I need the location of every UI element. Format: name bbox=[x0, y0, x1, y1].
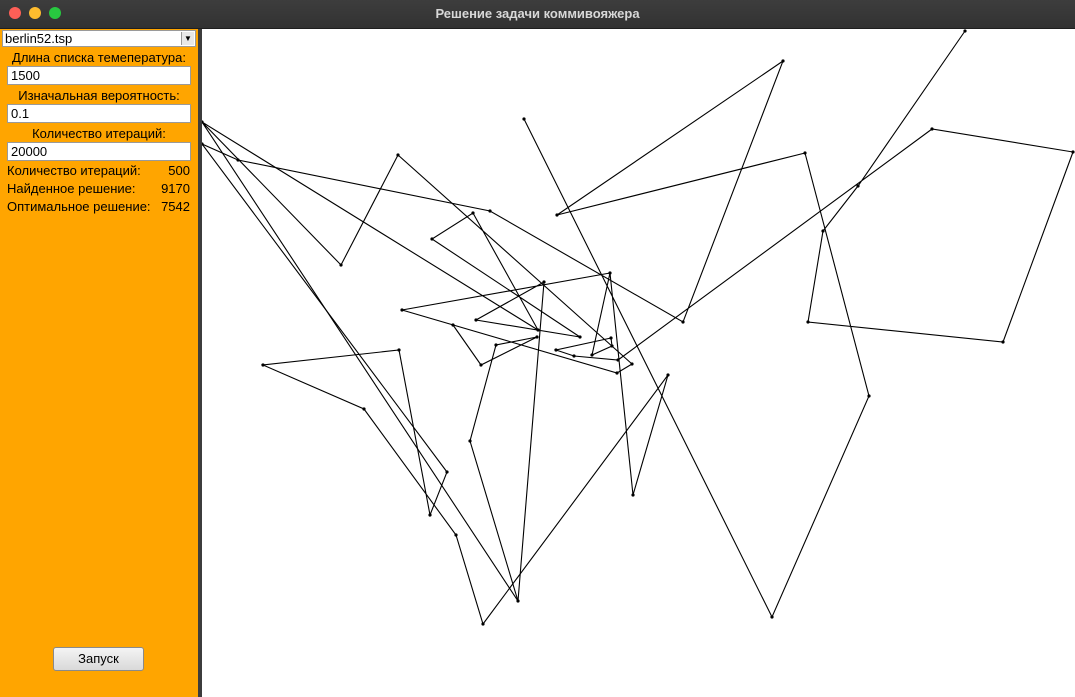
city-point bbox=[481, 622, 485, 626]
temp-list-label: Длина списка темепература: bbox=[12, 50, 186, 65]
iterations-label: Количество итераций: bbox=[32, 126, 166, 141]
city-point bbox=[428, 513, 432, 517]
city-point bbox=[608, 271, 612, 275]
maximize-window-button[interactable] bbox=[49, 7, 61, 19]
file-select[interactable]: berlin52.tsp ▼ bbox=[2, 30, 196, 47]
city-point bbox=[474, 318, 478, 322]
city-point bbox=[963, 29, 967, 33]
city-point bbox=[821, 229, 825, 233]
city-point bbox=[681, 320, 685, 324]
city-point bbox=[479, 363, 483, 367]
initial-prob-input[interactable]: 0.1 bbox=[7, 104, 191, 123]
initial-prob-label: Изначальная вероятность: bbox=[18, 88, 180, 103]
city-point bbox=[516, 599, 520, 603]
city-point bbox=[542, 280, 546, 284]
close-window-button[interactable] bbox=[9, 7, 21, 19]
stat-optimal-value: 7542 bbox=[161, 199, 190, 214]
city-point bbox=[451, 323, 455, 327]
stat-found-value: 9170 bbox=[161, 181, 190, 196]
city-point bbox=[630, 362, 634, 366]
city-point bbox=[536, 328, 540, 332]
city-point bbox=[1071, 150, 1075, 154]
title-bar: Решение задачи коммивояжера bbox=[0, 0, 1075, 29]
city-point bbox=[261, 363, 265, 367]
minimize-window-button[interactable] bbox=[29, 7, 41, 19]
city-point bbox=[578, 335, 582, 339]
city-point bbox=[397, 348, 401, 352]
city-point bbox=[202, 142, 204, 146]
city-point bbox=[339, 263, 343, 267]
city-point bbox=[616, 358, 620, 362]
city-point bbox=[430, 237, 434, 241]
chevron-down-icon[interactable]: ▼ bbox=[181, 32, 194, 45]
city-point bbox=[572, 354, 576, 358]
file-select-value: berlin52.tsp bbox=[5, 31, 73, 46]
panel-divider bbox=[198, 29, 202, 697]
run-button[interactable]: Запуск bbox=[53, 647, 144, 671]
city-point bbox=[666, 373, 670, 377]
city-point bbox=[781, 59, 785, 63]
city-point bbox=[631, 493, 635, 497]
city-point bbox=[488, 209, 492, 213]
stat-iterations-value: 500 bbox=[168, 163, 190, 178]
city-point bbox=[856, 184, 860, 188]
city-point bbox=[803, 151, 807, 155]
city-point bbox=[770, 615, 774, 619]
stat-iterations-label: Количество итераций: bbox=[7, 163, 141, 178]
city-point bbox=[535, 335, 539, 339]
city-point bbox=[615, 371, 619, 375]
route-canvas bbox=[202, 29, 1075, 697]
route-path-main bbox=[202, 30, 1074, 626]
route-plot bbox=[202, 29, 1075, 626]
stat-optimal-label: Оптимальное решение: bbox=[7, 199, 151, 214]
control-panel: berlin52.tsp ▼ Длина списка темепература… bbox=[0, 29, 198, 697]
city-point bbox=[236, 158, 240, 162]
city-point bbox=[555, 213, 559, 217]
city-point bbox=[806, 320, 810, 324]
city-point bbox=[362, 407, 366, 411]
city-point bbox=[610, 344, 614, 348]
city-point bbox=[554, 348, 558, 352]
city-point bbox=[468, 439, 472, 443]
city-point bbox=[930, 127, 934, 131]
city-point bbox=[494, 343, 498, 347]
route-path-cluster bbox=[452, 324, 538, 602]
city-point bbox=[445, 470, 449, 474]
city-point bbox=[590, 353, 594, 357]
city-point bbox=[400, 308, 404, 312]
iterations-input[interactable]: 20000 bbox=[7, 142, 191, 161]
city-point bbox=[471, 211, 475, 215]
city-point bbox=[454, 533, 458, 537]
city-point bbox=[396, 153, 400, 157]
city-point bbox=[609, 336, 613, 340]
city-point bbox=[867, 394, 871, 398]
temp-list-input[interactable]: 1500 bbox=[7, 66, 191, 85]
route-path-tail bbox=[202, 121, 633, 603]
window-title: Решение задачи коммивояжера bbox=[435, 6, 640, 21]
city-point bbox=[1001, 340, 1005, 344]
stat-found-label: Найденное решение: bbox=[7, 181, 136, 196]
city-point bbox=[522, 117, 526, 121]
city-point bbox=[202, 120, 204, 124]
